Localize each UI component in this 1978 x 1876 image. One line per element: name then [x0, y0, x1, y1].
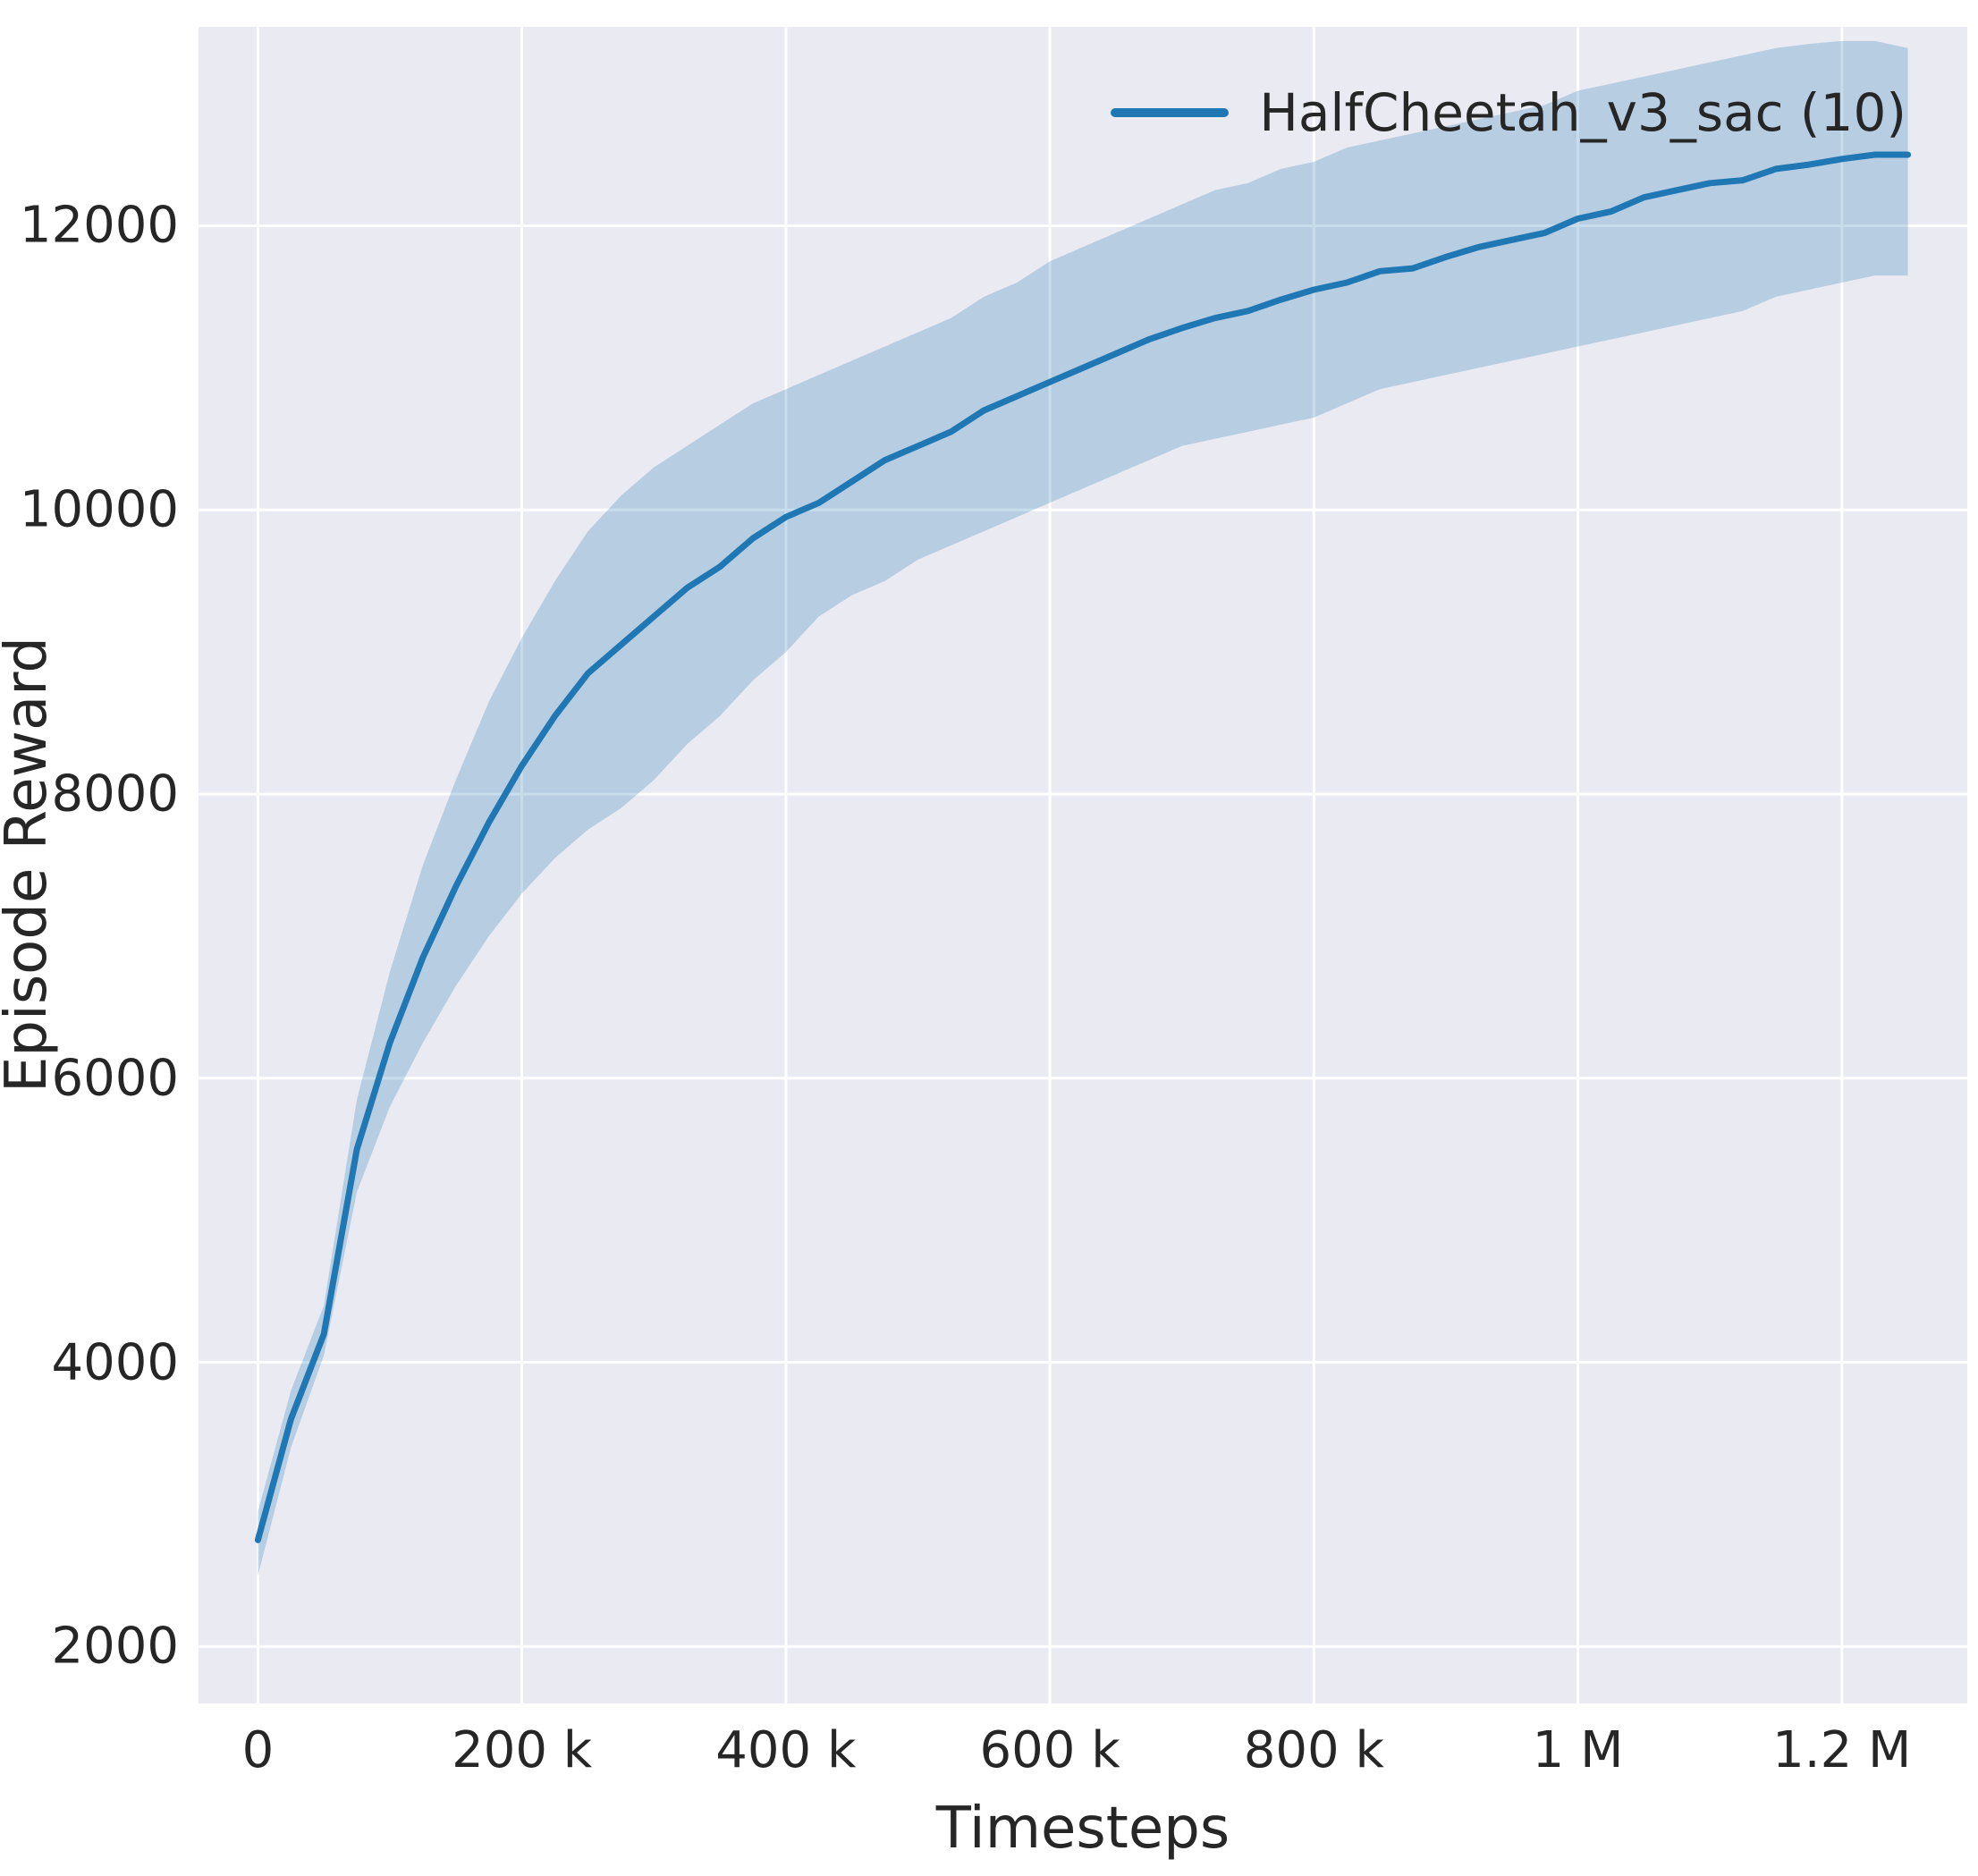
- x-tick-label: 1.2 M: [1772, 1721, 1912, 1779]
- x-tick-label: 600 k: [979, 1721, 1120, 1779]
- y-axis-label: Episode Reward: [0, 636, 60, 1094]
- y-tick-label: 4000: [51, 1333, 179, 1392]
- plot-svg: [199, 27, 1967, 1703]
- x-tick-label: 200 k: [452, 1721, 593, 1779]
- x-tick-label: 1 M: [1532, 1721, 1624, 1779]
- legend-line-swatch: [1111, 108, 1230, 117]
- x-axis-label: Timesteps: [935, 1796, 1230, 1862]
- y-tick-label: 8000: [51, 765, 179, 824]
- y-tick-label: 6000: [51, 1049, 179, 1108]
- mean-line: [254, 151, 1912, 1543]
- y-tick-label: 2000: [51, 1617, 179, 1676]
- x-tick-label: 400 k: [715, 1721, 857, 1779]
- y-tick-label: 12000: [19, 196, 179, 255]
- x-tick-label: 0: [241, 1721, 275, 1779]
- x-tick-label: 800 k: [1243, 1721, 1384, 1779]
- legend: HalfCheetah_v3_sac (10): [1102, 70, 1915, 156]
- confidence-band: [258, 40, 1908, 1576]
- y-tick-label: 10000: [19, 480, 179, 539]
- legend-label: HalfCheetah_v3_sac (10): [1259, 82, 1906, 143]
- plot-area: HalfCheetah_v3_sac (10): [199, 27, 1967, 1703]
